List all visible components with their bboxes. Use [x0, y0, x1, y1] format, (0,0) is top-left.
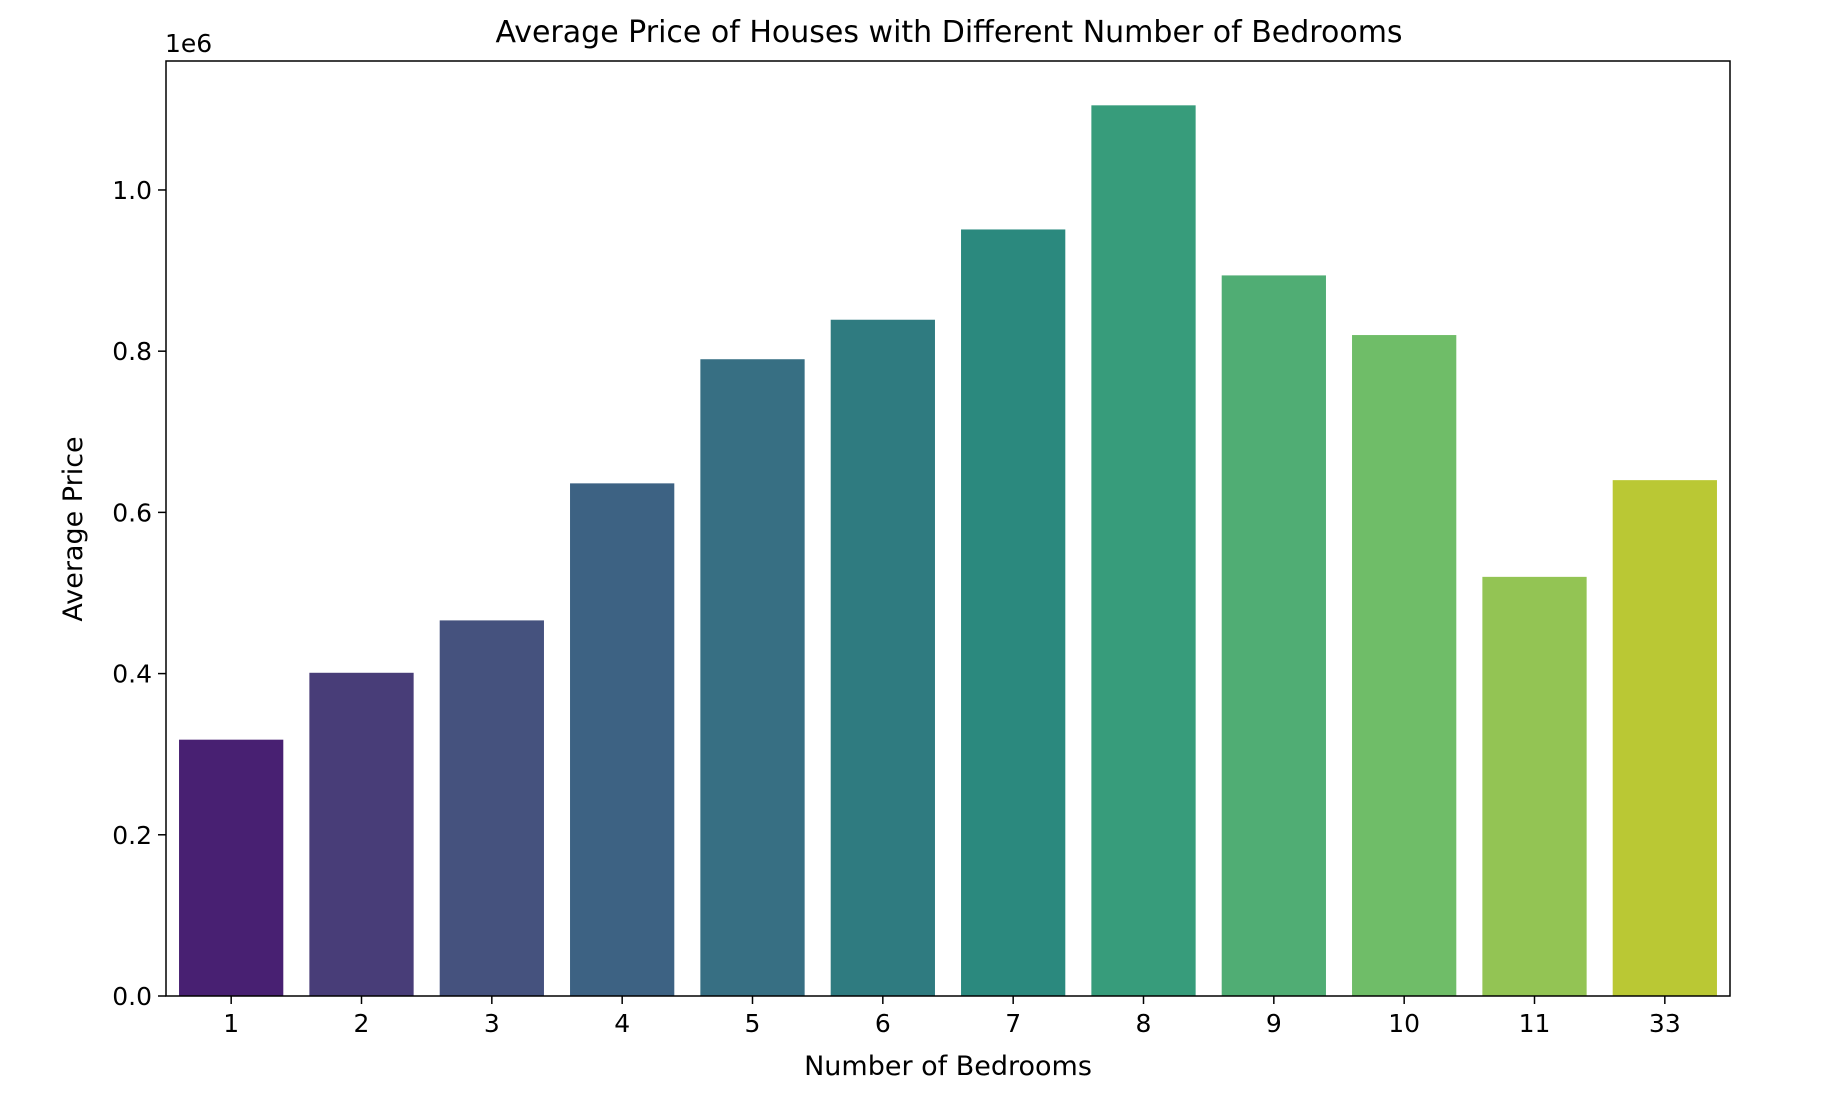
x-tick-label: 10	[1388, 1009, 1420, 1038]
bar-1	[179, 739, 284, 996]
x-tick-label: 33	[1649, 1009, 1681, 1038]
x-tick-label: 8	[1136, 1009, 1152, 1038]
bar-4	[570, 483, 675, 996]
plot-frame	[165, 60, 1731, 997]
bar-33	[1612, 480, 1717, 996]
x-tick-label: 6	[875, 1009, 891, 1038]
x-tick-label: 4	[614, 1009, 630, 1038]
x-ticks-group: 1 2 3 4 5 6 7 8 9 10 11 33	[223, 996, 1681, 1038]
bar-6	[830, 319, 935, 996]
chart-title: Average Price of Houses with Different N…	[495, 15, 1402, 50]
bar-11	[1482, 576, 1587, 996]
x-axis-label: Number of Bedrooms	[804, 1051, 1092, 1082]
y-tick-label: 0.8	[112, 337, 152, 366]
bar-10	[1352, 335, 1457, 996]
y-ticks-group: 0.0 0.2 0.4 0.6 0.8 1.0	[112, 176, 166, 1011]
bar-3	[439, 620, 544, 996]
x-tick-label: 9	[1266, 1009, 1282, 1038]
y-tick-label: 0.0	[112, 982, 152, 1011]
bar-2	[309, 672, 414, 996]
x-tick-label: 3	[484, 1009, 500, 1038]
x-tick-label: 11	[1519, 1009, 1551, 1038]
x-tick-label: 2	[354, 1009, 370, 1038]
y-axis-multiplier: 1e6	[165, 29, 212, 58]
bars-group	[179, 105, 1717, 997]
x-tick-label: 5	[745, 1009, 761, 1038]
bar-8	[1091, 105, 1196, 996]
y-axis-label: Average Price	[58, 436, 89, 621]
y-tick-label: 1.0	[112, 176, 152, 205]
bar-5	[700, 359, 805, 997]
x-tick-label: 1	[223, 1009, 239, 1038]
y-tick-label: 0.6	[112, 498, 152, 527]
bar-9	[1221, 275, 1326, 996]
y-tick-label: 0.2	[112, 821, 152, 850]
x-tick-label: 7	[1005, 1009, 1021, 1038]
y-tick-label: 0.4	[112, 660, 152, 689]
bar-7	[961, 229, 1066, 996]
